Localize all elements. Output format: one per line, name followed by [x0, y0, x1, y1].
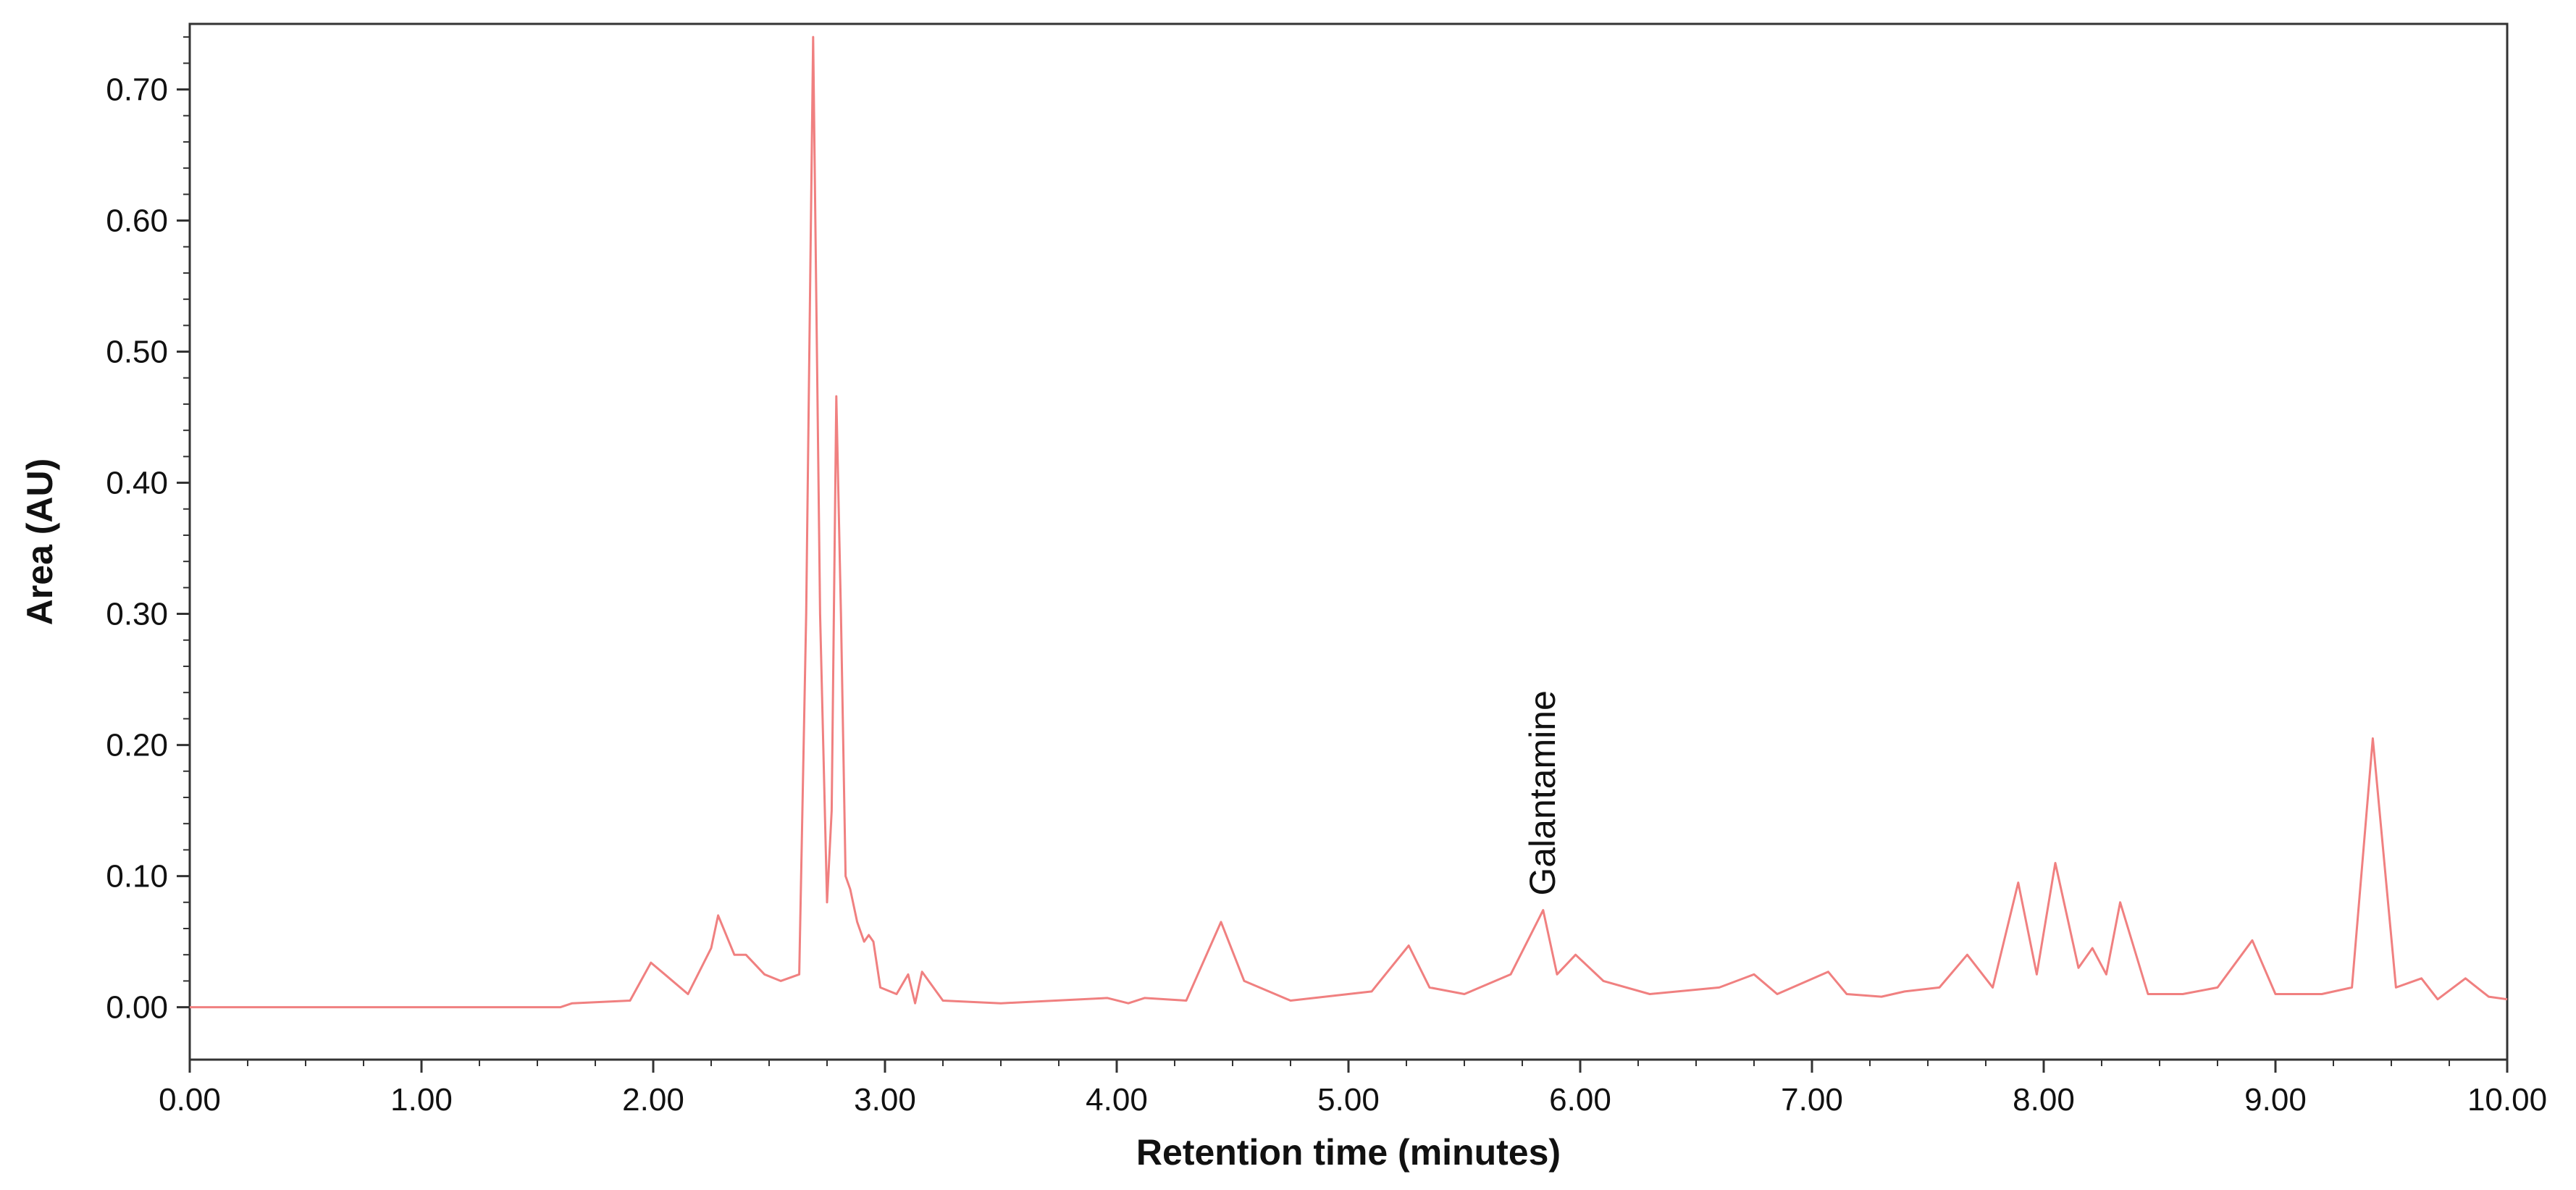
x-axis-ticks	[188, 1060, 2509, 1073]
y-tick-label: 0.10	[106, 859, 168, 894]
chromatogram-trace-line	[190, 35, 2508, 1009]
x-tick-label: 8.00	[2013, 1082, 2075, 1118]
y-tick-label: 0.20	[106, 728, 168, 763]
x-axis-title: Retention time (minutes)	[1136, 1132, 1561, 1173]
x-tick-label: 10.00	[2467, 1082, 2547, 1118]
peak-annotations: Galantamine	[1522, 690, 1563, 896]
y-tick-label: 0.30	[106, 597, 168, 632]
y-tick-label: 0.40	[106, 466, 168, 501]
x-tick-label: 0.00	[159, 1082, 221, 1118]
peak-annotation-label: Galantamine	[1522, 690, 1563, 896]
y-axis-title: Area (AU)	[20, 458, 60, 626]
y-axis-tick-labels: 0.00 0.10 0.20 0.30 0.40 0.50 0.60 0.70	[106, 72, 168, 1026]
x-tick-label: 6.00	[1549, 1082, 1611, 1118]
x-tick-label: 2.00	[622, 1082, 684, 1118]
x-axis-tick-labels: 0.00 1.00 2.00 3.00 4.00 5.00 6.00 7.00 8.00 9.00…	[159, 1082, 2547, 1118]
y-tick-label: 0.70	[106, 72, 168, 108]
y-tick-label: 0.50	[106, 335, 168, 370]
x-tick-label: 4.00	[1086, 1082, 1148, 1118]
y-axis-ticks	[177, 36, 190, 1009]
x-tick-label: 1.00	[390, 1082, 453, 1118]
x-tick-label: 9.00	[2244, 1082, 2307, 1118]
y-tick-label: 0.00	[106, 990, 168, 1026]
y-tick-label: 0.60	[106, 204, 168, 239]
x-tick-label: 7.00	[1781, 1082, 1843, 1118]
x-tick-label: 3.00	[854, 1082, 916, 1118]
x-tick-label: 5.00	[1317, 1082, 1380, 1118]
